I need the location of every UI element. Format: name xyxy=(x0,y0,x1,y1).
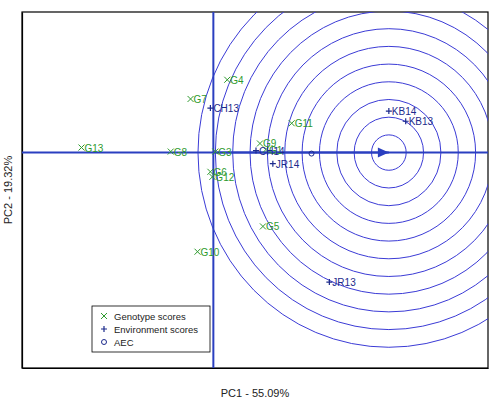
point-label: CH14 xyxy=(259,146,285,157)
point-label: G11 xyxy=(295,118,314,129)
point-label: JR13 xyxy=(332,277,356,288)
aec-arrow-line xyxy=(213,152,388,154)
point-label: CH13 xyxy=(213,103,239,114)
point-labels: G4G7G13G8G3G9G1G11G6G12G5G10CH13CH14JR14… xyxy=(84,75,433,288)
origin-v-line xyxy=(212,12,214,368)
point-marker xyxy=(309,151,314,156)
chart: G4G7G13G8G3G9G1G11G6G12G5G10CH13CH14JR14… xyxy=(0,0,500,407)
point-label: G3 xyxy=(218,147,232,158)
plot-area xyxy=(22,12,488,368)
point-label: KB13 xyxy=(409,116,434,127)
concentric-circle xyxy=(215,12,488,330)
concentric-circle xyxy=(198,12,488,347)
point-label: G13 xyxy=(84,143,103,154)
legend-marker xyxy=(101,326,107,332)
x-axis-title: PC1 - 55.09% xyxy=(221,387,290,399)
legend-label: Genotype scores xyxy=(114,311,186,322)
point-label: G12 xyxy=(215,172,234,183)
legend-label: AEC xyxy=(114,337,134,348)
legend-marker xyxy=(102,340,107,345)
point-label: G8 xyxy=(174,147,188,158)
legend: Genotype scores Environment scores AEC xyxy=(92,306,210,352)
point-label: G5 xyxy=(266,221,280,232)
legend-box xyxy=(92,306,210,352)
aec-arrow-head xyxy=(378,148,389,158)
concentric-circle xyxy=(233,12,488,312)
point-label: JR14 xyxy=(276,159,300,170)
y-axis-title: PC2 - 19.32% xyxy=(2,156,14,225)
point-label: G7 xyxy=(194,94,208,105)
point-label: G4 xyxy=(230,75,244,86)
legend-marker xyxy=(101,313,107,319)
point-label: G10 xyxy=(200,247,219,258)
legend-label: Environment scores xyxy=(114,324,198,335)
